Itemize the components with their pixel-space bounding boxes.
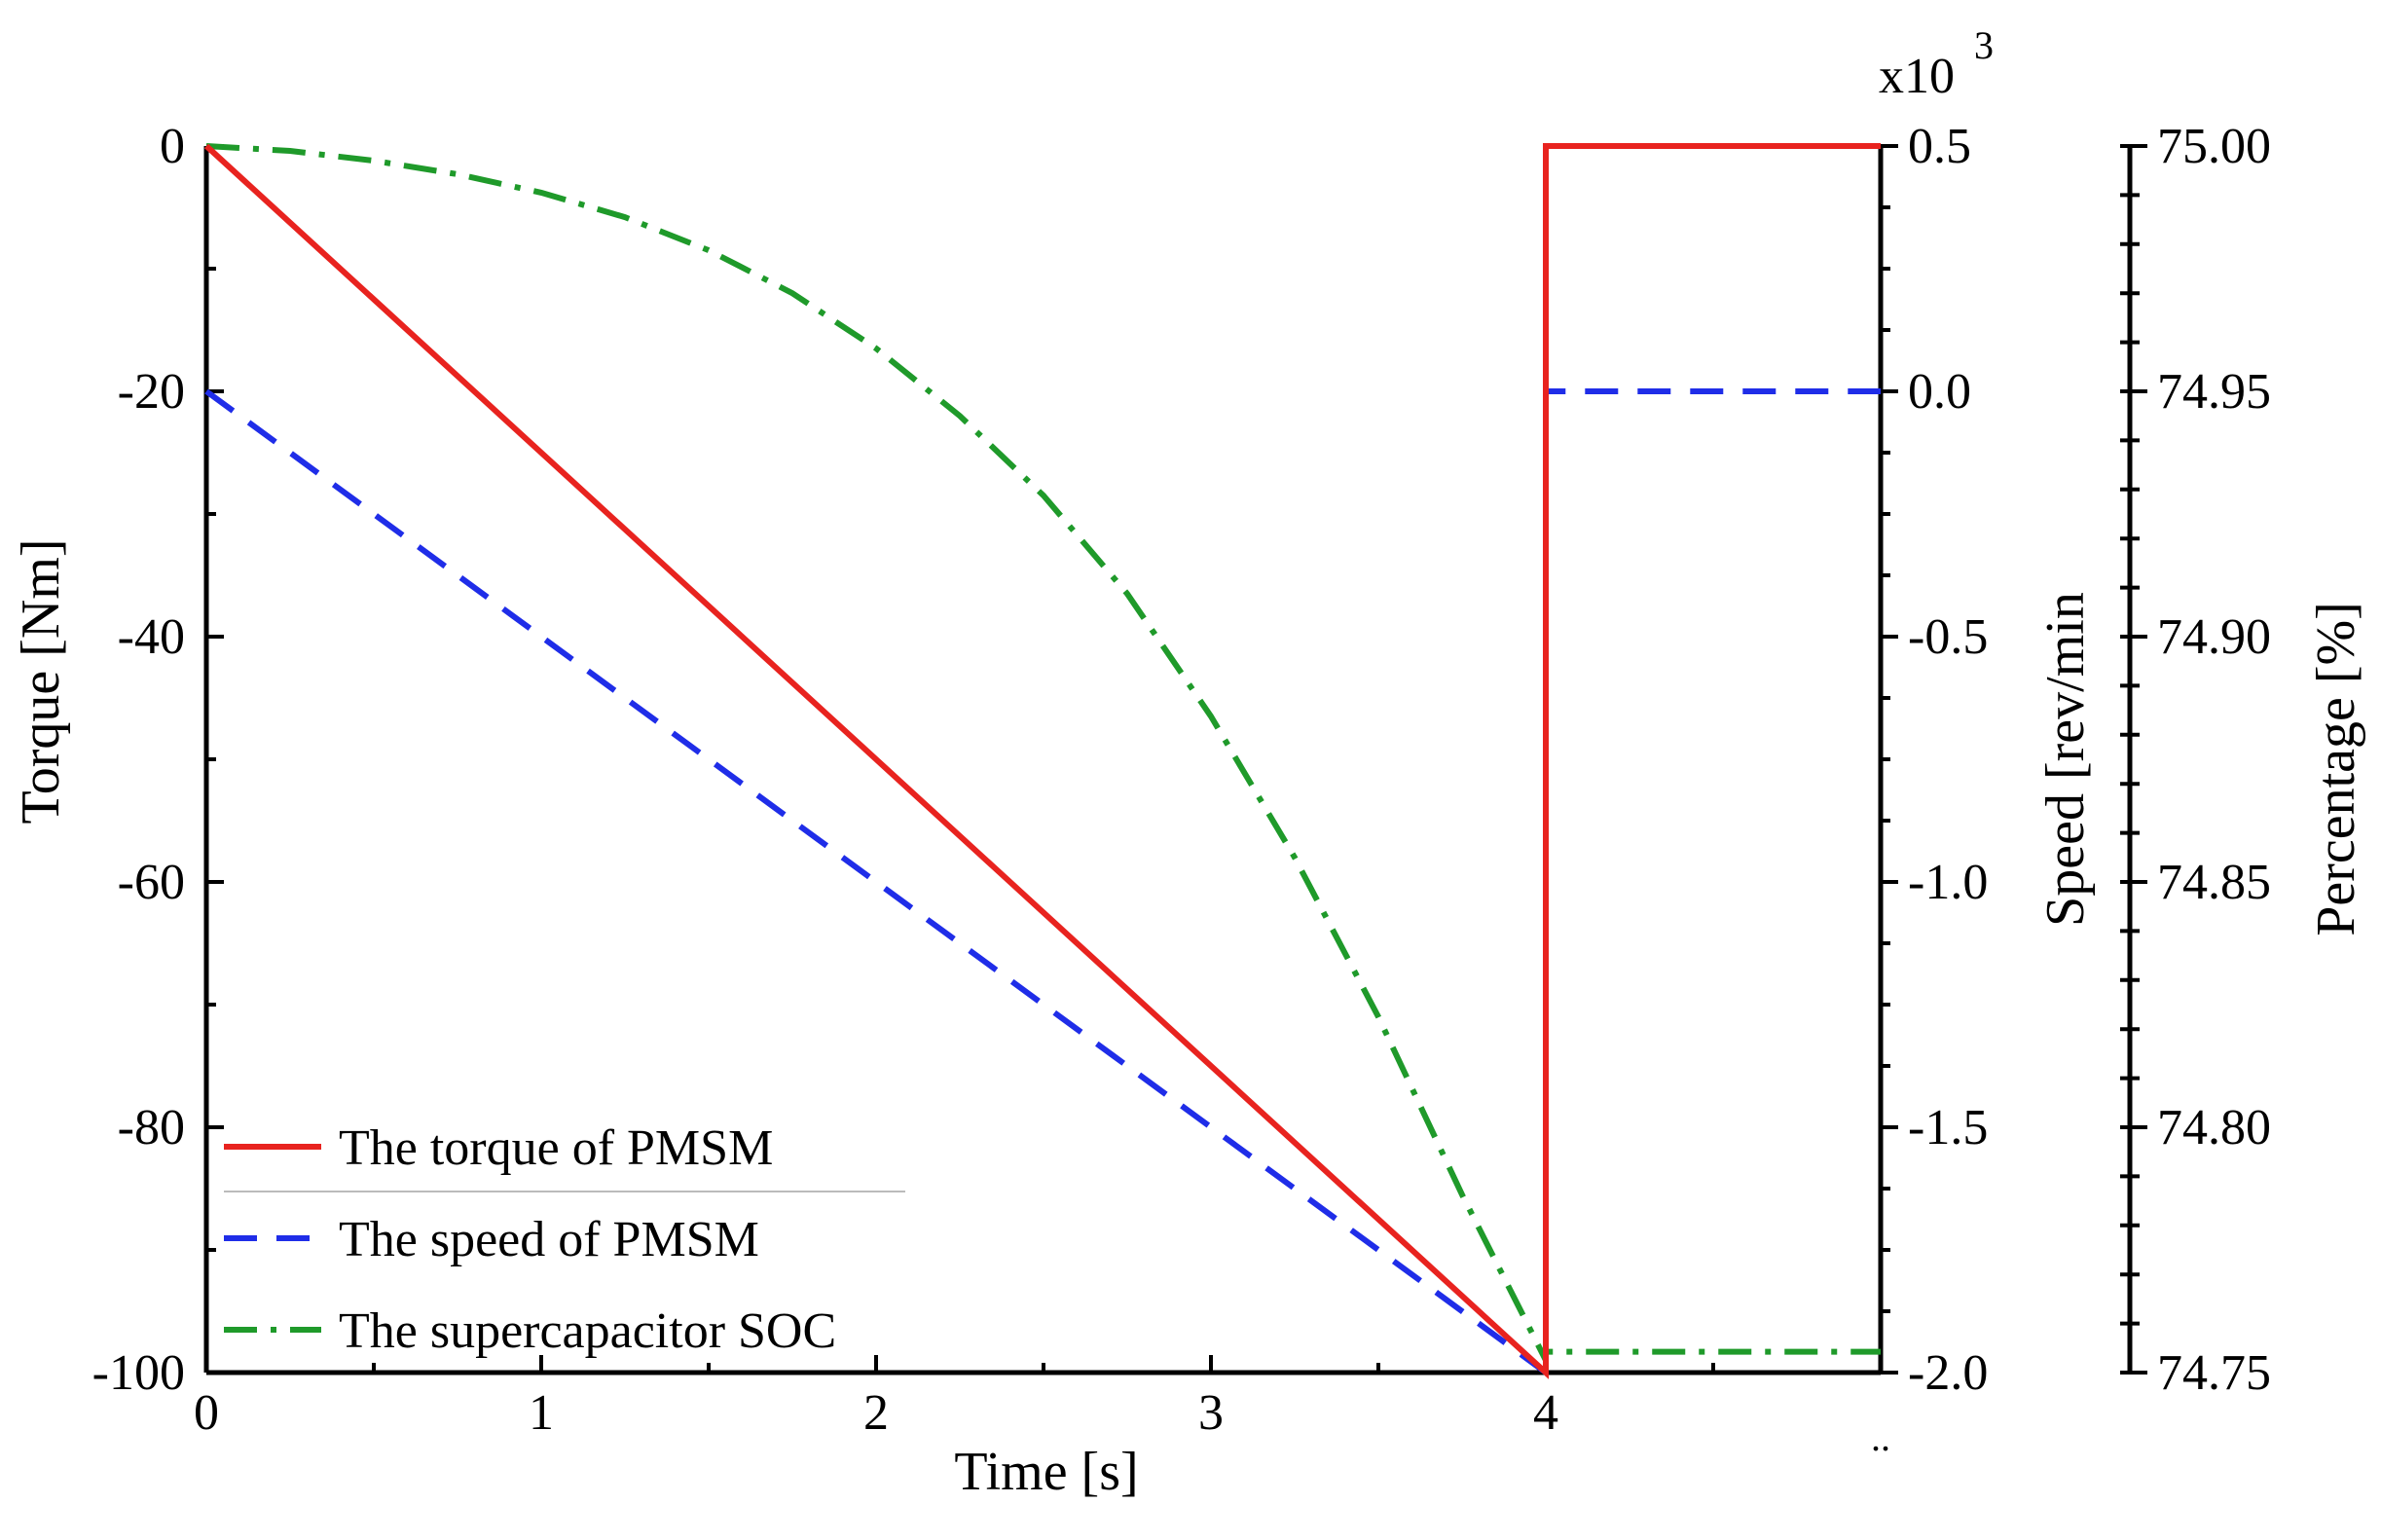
percentage-tick-label: 74.90 bbox=[2157, 609, 2271, 665]
x-tick-label: 1 bbox=[529, 1385, 554, 1441]
axes-layer: 0 1 2 3 4 0 -20 -40 -60 -80 -100 0.5 0.0 -0.5 -1.0 -1.5… bbox=[92, 119, 2271, 1441]
speed-tick-label: -1.5 bbox=[1908, 1100, 1988, 1155]
series-layer bbox=[203, 143, 1881, 1379]
x-tick-label: 2 bbox=[863, 1385, 889, 1441]
x-tick-label: 4 bbox=[1533, 1385, 1558, 1441]
x-partial-tick-label: .. bbox=[1871, 1415, 1890, 1459]
x-axis-label: Time [s] bbox=[954, 1442, 1138, 1502]
speed-multiplier-exponent: 3 bbox=[1974, 23, 1994, 67]
legend: The torque of PMSM The speed of PMSM The s… bbox=[224, 1120, 905, 1359]
legend-label-1: The speed of PMSM bbox=[339, 1212, 759, 1267]
percentage-tick-label: 75.00 bbox=[2157, 119, 2271, 174]
percentage-tick-label: 74.75 bbox=[2157, 1345, 2271, 1401]
torque-tick-label: -60 bbox=[118, 855, 185, 910]
speed-tick-label: -1.0 bbox=[1908, 855, 1988, 910]
torque-tick-label: -40 bbox=[118, 609, 185, 665]
series-line-0 bbox=[203, 143, 1881, 1379]
percentage-axis-label: Percentage [%] bbox=[2306, 602, 2366, 936]
labels-layer: Time [s] Torque [Nm] Speed [rev/min Perc… bbox=[11, 23, 2366, 1502]
speed-axis-label: Speed [rev/min bbox=[2035, 592, 2096, 927]
x-tick-label: 0 bbox=[194, 1385, 219, 1441]
speed-tick-label: -2.0 bbox=[1908, 1345, 1988, 1401]
x-tick-label: 3 bbox=[1198, 1385, 1224, 1441]
series-line-2 bbox=[205, 143, 1881, 1362]
legend-label-2: The supercapacitor SOC bbox=[339, 1303, 836, 1359]
speed-tick-label: 0.5 bbox=[1908, 119, 1971, 174]
percentage-tick-label: 74.95 bbox=[2157, 364, 2271, 420]
series-line-1 bbox=[204, 388, 1881, 1378]
speed-tick-label: 0.0 bbox=[1908, 364, 1971, 420]
speed-multiplier-label: x10 bbox=[1879, 49, 1955, 104]
torque-tick-label: -80 bbox=[118, 1100, 185, 1155]
torque-axis-label: Torque [Nm] bbox=[11, 538, 71, 824]
torque-tick-label: -100 bbox=[92, 1345, 185, 1401]
torque-tick-label: -20 bbox=[118, 364, 185, 420]
legend-label-0: The torque of PMSM bbox=[339, 1120, 773, 1176]
percentage-tick-label: 74.85 bbox=[2157, 855, 2271, 910]
percentage-tick-label: 74.80 bbox=[2157, 1100, 2271, 1155]
speed-tick-label: -0.5 bbox=[1908, 609, 1988, 665]
torque-tick-label: 0 bbox=[160, 119, 185, 174]
